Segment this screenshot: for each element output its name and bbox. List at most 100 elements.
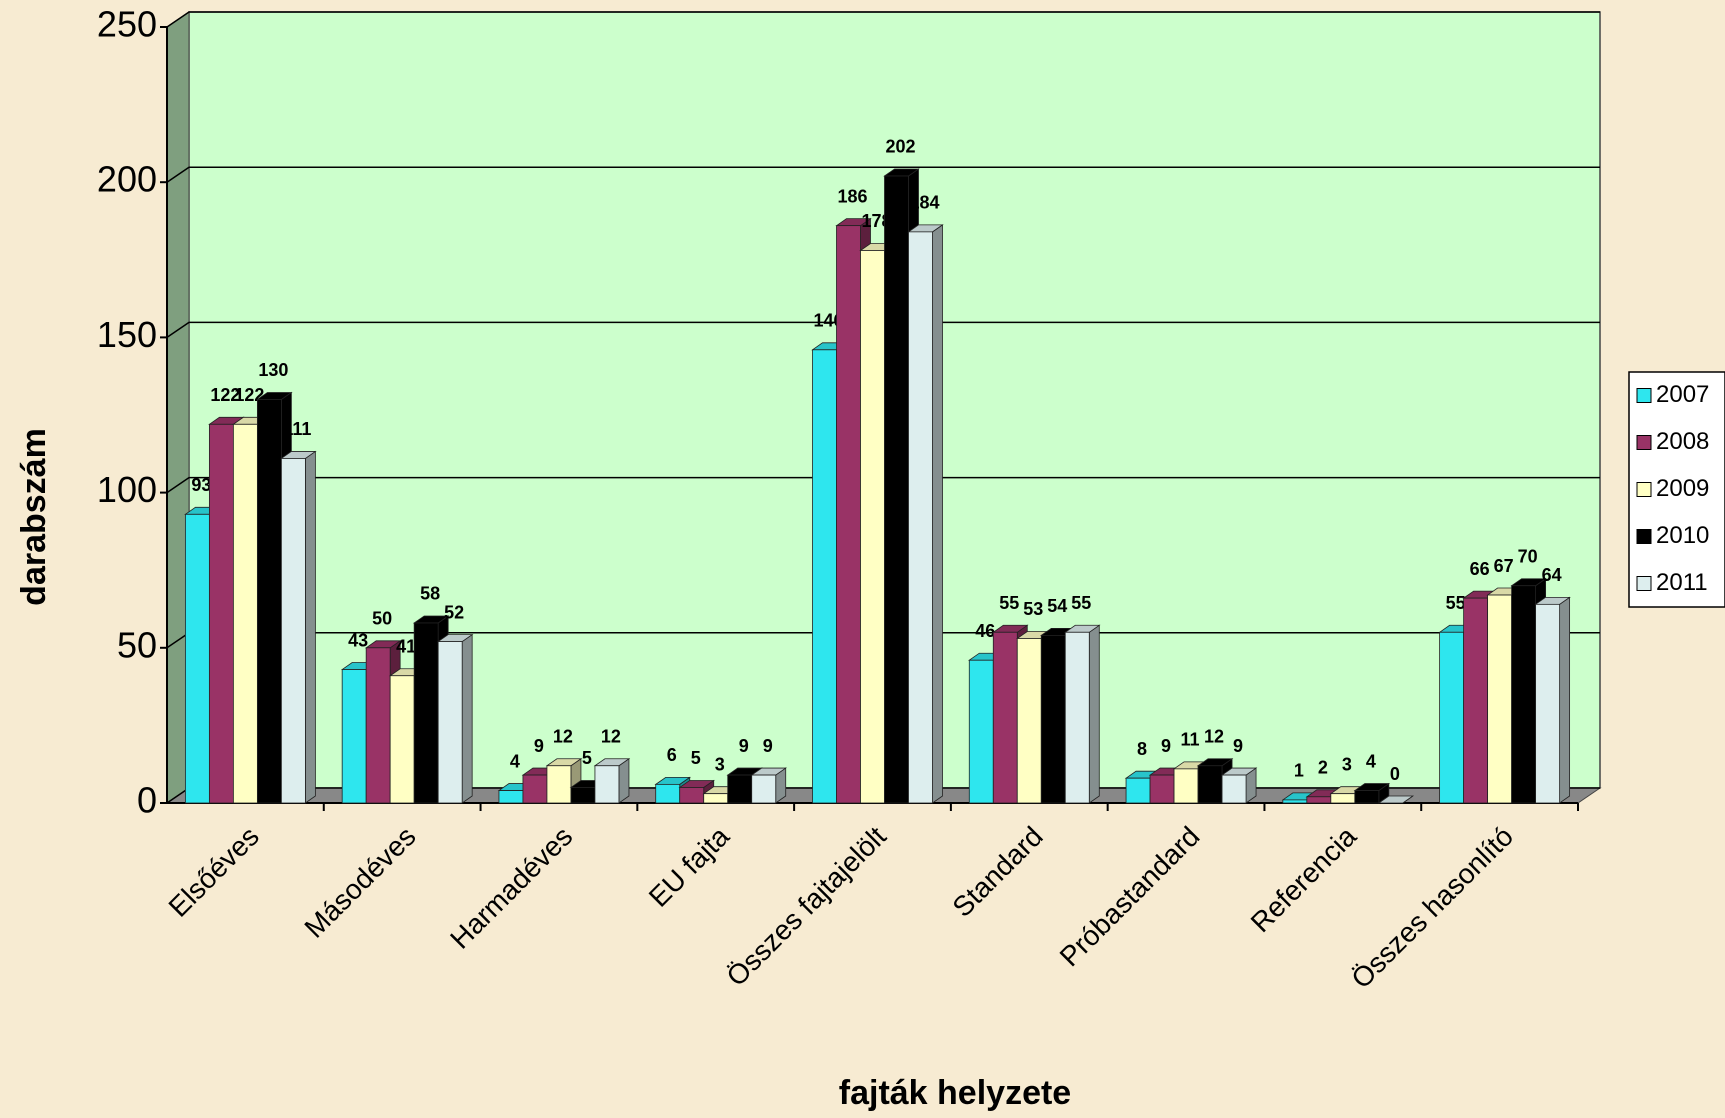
data-label: 9 xyxy=(1233,736,1243,756)
data-label: 46 xyxy=(975,621,995,641)
bar-side xyxy=(932,224,943,804)
bar xyxy=(437,641,463,804)
data-label: 41 xyxy=(396,636,416,656)
bar xyxy=(1439,631,1465,804)
legend-swatch xyxy=(1636,576,1652,591)
bar xyxy=(1197,765,1223,804)
bar xyxy=(1330,793,1356,804)
data-label: 11 xyxy=(1181,730,1200,750)
data-label: 1 xyxy=(1294,761,1304,781)
bar xyxy=(1354,790,1380,804)
data-label: 6 xyxy=(667,745,677,765)
bar xyxy=(908,231,933,804)
x-tick-label: Összes fajtajelölt xyxy=(720,820,892,992)
bar xyxy=(655,783,681,804)
bar xyxy=(208,423,234,804)
data-label: 184 xyxy=(909,193,939,213)
grid-line xyxy=(166,476,1600,494)
data-label: 43 xyxy=(348,630,368,650)
x-tick-label: Harmadéves xyxy=(444,821,578,955)
bar-side xyxy=(304,450,316,804)
bar xyxy=(836,225,861,804)
bar xyxy=(1221,774,1247,804)
bar xyxy=(1149,774,1175,804)
data-label: 3 xyxy=(1342,754,1352,774)
data-label: 53 xyxy=(1023,599,1043,619)
legend-label: 2009 xyxy=(1656,475,1709,502)
bar xyxy=(1511,585,1537,804)
data-label: 8 xyxy=(1137,739,1147,759)
data-label: 55 xyxy=(999,593,1019,613)
bar-side xyxy=(1559,596,1571,804)
data-label: 52 xyxy=(444,602,464,622)
data-label: 12 xyxy=(601,727,621,747)
legend-label: 2007 xyxy=(1656,381,1709,408)
bar xyxy=(413,622,439,804)
bar xyxy=(1535,603,1561,804)
x-tick-label: EU fajta xyxy=(643,820,736,913)
bar xyxy=(1173,768,1199,804)
bar-top xyxy=(1377,795,1415,804)
x-tick-label: Standard xyxy=(946,821,1048,923)
legend-swatch xyxy=(1636,482,1652,497)
x-tick-label: Elsőéves xyxy=(163,821,265,923)
bar xyxy=(1125,777,1151,804)
data-label: 146 xyxy=(813,311,843,331)
data-label: 9 xyxy=(739,736,749,756)
legend-swatch xyxy=(1636,435,1652,450)
x-axis-title: fajták helyzete xyxy=(839,1074,1071,1112)
legend-swatch xyxy=(1636,388,1652,403)
data-label: 3 xyxy=(715,754,725,774)
data-label: 93 xyxy=(191,475,211,495)
x-tick-label: Másodéves xyxy=(298,821,421,944)
bar xyxy=(365,647,391,804)
bar xyxy=(232,423,258,804)
data-label: 50 xyxy=(372,609,392,629)
y-tick-label: 150 xyxy=(97,314,157,355)
bar xyxy=(184,513,210,804)
grid-line xyxy=(166,321,1600,339)
data-label: 55 xyxy=(1446,593,1466,613)
data-label: 202 xyxy=(885,137,915,157)
data-label: 12 xyxy=(553,727,573,747)
legend-label: 2011 xyxy=(1656,569,1708,596)
x-tick-label: Referencia xyxy=(1245,820,1363,938)
bar xyxy=(1282,799,1308,804)
data-label: 2 xyxy=(1318,758,1328,778)
data-label: 178 xyxy=(861,211,891,231)
data-label: 58 xyxy=(420,584,440,604)
data-label: 70 xyxy=(1518,546,1538,566)
bar xyxy=(594,765,620,804)
bar xyxy=(992,631,1018,804)
data-label: 5 xyxy=(582,748,592,768)
legend-label: 2010 xyxy=(1656,522,1709,549)
data-label: 66 xyxy=(1470,559,1490,579)
bar xyxy=(884,175,909,804)
y-tick-label: 200 xyxy=(97,159,157,200)
data-label: 4 xyxy=(510,751,520,771)
data-label: 130 xyxy=(258,360,288,380)
bar xyxy=(727,774,753,804)
legend-label: 2008 xyxy=(1656,428,1709,455)
bar xyxy=(522,774,548,804)
bar xyxy=(389,675,415,804)
y-tick-label: 50 xyxy=(117,624,157,665)
bar xyxy=(751,774,777,804)
bar-side xyxy=(618,757,630,804)
bar xyxy=(546,765,572,804)
data-label: 122 xyxy=(210,385,240,405)
y-tick-label: 0 xyxy=(137,780,157,821)
bar xyxy=(1487,594,1513,804)
bar xyxy=(256,399,282,804)
bar-side xyxy=(1088,624,1100,804)
bar xyxy=(968,659,994,804)
x-tick-label: Próbastandard xyxy=(1054,821,1206,973)
bar xyxy=(341,669,367,804)
data-label: 67 xyxy=(1494,556,1514,576)
data-label: 111 xyxy=(283,419,311,439)
legend-swatch xyxy=(1636,529,1652,544)
bar xyxy=(812,349,837,804)
bar xyxy=(1306,796,1332,804)
bar xyxy=(1040,634,1066,804)
data-label: 186 xyxy=(837,186,867,206)
